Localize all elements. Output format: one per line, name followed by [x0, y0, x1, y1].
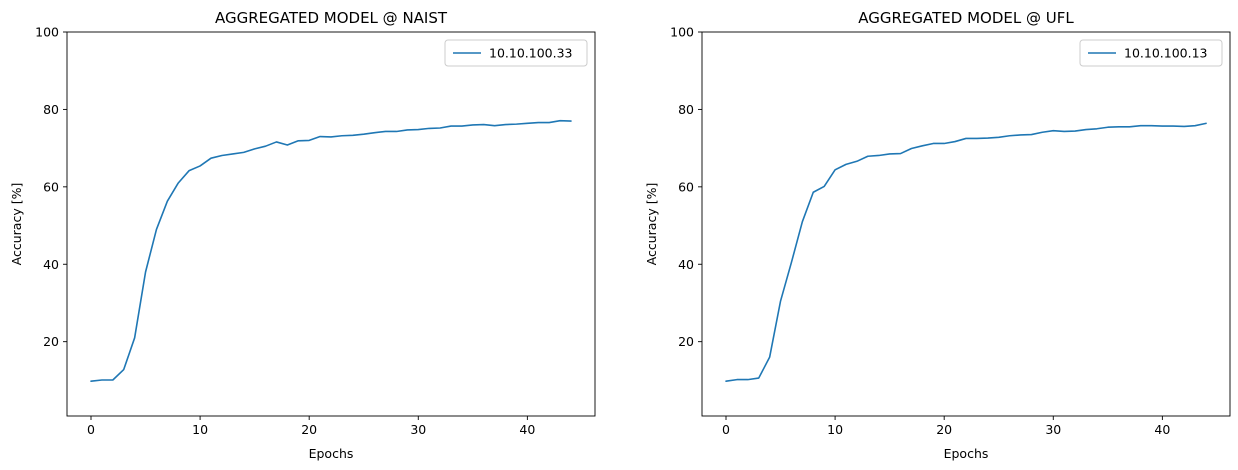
- y-tick-label: 60: [678, 179, 694, 194]
- legend: 10.10.100.33: [444, 39, 588, 67]
- y-tick-label: 40: [43, 257, 59, 272]
- x-tick-label: 20: [301, 422, 317, 437]
- series-line: [90, 119, 572, 382]
- x-tick-label: 10: [192, 422, 208, 437]
- x-tick-label: 40: [519, 422, 535, 437]
- legend-box: [444, 39, 588, 67]
- legend-entry: 10.10.100.13: [1124, 46, 1208, 61]
- y-axis-label: Accuracy [%]: [644, 183, 659, 266]
- y-tick-label: 60: [43, 179, 59, 194]
- y-tick-label: 80: [43, 102, 59, 117]
- x-tick-label: 30: [410, 422, 426, 437]
- plot-area: [66, 31, 596, 417]
- chart-ufl: AGGREGATED MODEL @ UFL 0 10 20 30 40 20 40 60 80 1…: [644, 9, 1231, 461]
- x-axis-label: Epochs: [944, 446, 989, 461]
- y-tick-label: 40: [678, 257, 694, 272]
- chart-title: AGGREGATED MODEL @ NAIST: [215, 9, 448, 27]
- chart-title: AGGREGATED MODEL @ UFL: [858, 9, 1074, 27]
- legend: 10.10.100.13: [1079, 39, 1223, 67]
- y-tick-label: 100: [670, 25, 694, 40]
- x-axis-label: Epochs: [309, 446, 354, 461]
- x-tick-label: 0: [87, 422, 95, 437]
- x-tick-label: 20: [936, 422, 952, 437]
- x-tick-label: 30: [1045, 422, 1061, 437]
- legend-entry: 10.10.100.33: [489, 46, 573, 61]
- chart-naist: AGGREGATED MODEL @ NAIST 0 10 20 30 40 20 40 60 8…: [9, 9, 596, 461]
- y-tick-label: 20: [678, 334, 694, 349]
- y-tick-label: 100: [35, 25, 59, 40]
- y-axis-label: Accuracy [%]: [9, 183, 24, 266]
- y-tick-label: 20: [43, 334, 59, 349]
- legend-box: [1079, 39, 1223, 67]
- x-tick-label: 40: [1154, 422, 1170, 437]
- x-tick-label: 0: [722, 422, 730, 437]
- series-line: [725, 122, 1207, 382]
- plot-area: [701, 31, 1231, 417]
- y-tick-label: 80: [678, 102, 694, 117]
- x-tick-label: 10: [827, 422, 843, 437]
